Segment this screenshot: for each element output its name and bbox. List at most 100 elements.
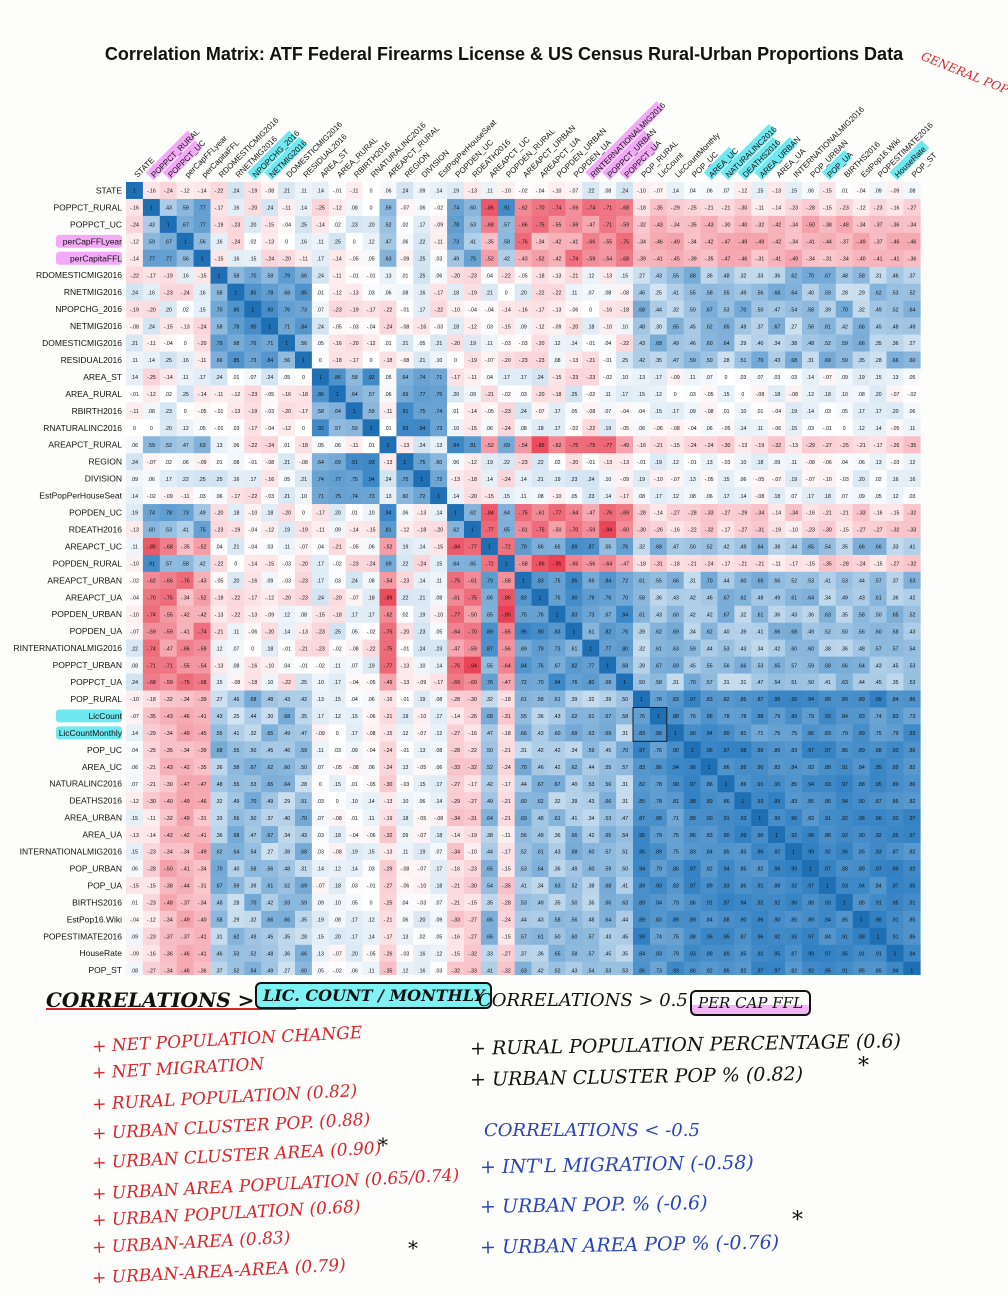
cell-value-label: .90 (756, 765, 763, 771)
cell-value-label: -.05 (367, 951, 376, 957)
cell-value-label: .35 (553, 901, 560, 907)
cell-value-label: -.17 (468, 782, 477, 788)
cell-value-label: .14 (486, 477, 493, 483)
cell-value-label: -.27 (907, 206, 916, 212)
cell-value-label: .50 (705, 358, 712, 364)
cell-value-label: .05 (317, 968, 324, 974)
cell-value-label: .83 (790, 799, 797, 805)
cell-value-label: 1 (218, 273, 221, 279)
heatmap-cell (497, 182, 515, 200)
heatmap-cell (379, 198, 397, 217)
cell-value-label: -.54 (519, 443, 528, 449)
cell-value-label: .43 (672, 595, 679, 601)
heatmap-cell (818, 215, 837, 234)
heatmap-cell (649, 232, 668, 251)
cell-value-label: -.03 (840, 477, 849, 483)
cell-value-label: -.14 (451, 714, 460, 720)
cell-value-label: .05 (283, 477, 290, 483)
cell-value-label: .65 (503, 528, 510, 534)
cell-value-label: -.03 (502, 341, 511, 347)
row-header-label: RDOMESTICMIG2016 (36, 270, 122, 280)
cell-value-label: -.32 (705, 528, 714, 534)
cell-value-label: .58 (858, 273, 865, 279)
cell-value-label: -.68 (485, 223, 494, 229)
cell-value-label: -.14 (772, 206, 781, 212)
cell-value-label: -.56 (586, 562, 595, 568)
cell-value-label: .02 (401, 223, 408, 229)
cell-value-label: -.18 (502, 697, 511, 703)
cell-value-label: .69 (503, 443, 510, 449)
cell-value-label: -.43 (519, 256, 528, 262)
cell-value-label: .86 (722, 799, 729, 805)
cell-value-label: .05 (874, 494, 881, 500)
cell-value-label: .24 (418, 646, 425, 652)
cell-value-label: .97 (756, 968, 763, 974)
cell-value-label: -.28 (806, 206, 815, 212)
cell-value-label: .56 (570, 918, 577, 924)
cell-value-label: -.50 (164, 867, 173, 873)
cell-value-label: -.03 (282, 562, 291, 568)
cell-value-label: .49 (266, 968, 273, 974)
cell-value-label: -.11 (333, 273, 342, 279)
heatmap-cell (311, 249, 330, 268)
heatmap-cell (430, 215, 448, 234)
cell-value-label: .05 (317, 443, 324, 449)
cell-value-label: -.20 (282, 256, 291, 262)
cell-value-label: .92 (773, 850, 780, 856)
cell-value-label: .85 (232, 358, 239, 364)
cell-value-label: -.41 (181, 629, 190, 635)
cell-value-label: .07 (604, 409, 611, 415)
cell-value-label: .97 (689, 884, 696, 890)
cell-value-label: .68 (790, 629, 797, 635)
cell-value-label: -.35 (383, 968, 392, 974)
heatmap-cell (430, 232, 448, 251)
cell-value-label: 0 (184, 341, 187, 347)
cell-value-label: .45 (874, 680, 881, 686)
cell-value-label: .31 (722, 680, 729, 686)
cell-value-label: -.15 (874, 562, 883, 568)
cell-value-label: .89 (739, 765, 746, 771)
annotation-note-item: + NET MIGRATION (91, 1054, 265, 1084)
cell-value-label: .41 (908, 545, 915, 551)
cell-value-label: .83 (689, 850, 696, 856)
cell-value-label: .35 (841, 545, 848, 551)
cell-value-label: -.15 (164, 324, 173, 330)
cell-value-label: .04 (215, 545, 222, 551)
row-header-label: RINTERNATIONALMIG2016 (14, 643, 123, 653)
cell-value-label: .27 (266, 850, 273, 856)
cell-value-label: .04 (401, 901, 408, 907)
cell-value-label: .01 (841, 189, 848, 195)
heatmap-cell (278, 198, 296, 217)
cell-value-label: -.13 (400, 663, 409, 669)
cell-value-label: -.03 (434, 324, 443, 330)
cell-value-label: 0 (370, 901, 373, 907)
cell-value-label: -.42 (772, 223, 781, 229)
cell-value-label: .61 (587, 629, 594, 635)
cell-value-label: .67 (655, 663, 662, 669)
cell-value-label: .14 (672, 189, 679, 195)
cell-value-label: .58 (536, 697, 543, 703)
cell-value-label: .07 (317, 307, 324, 313)
cell-value-label: .08 (604, 189, 611, 195)
cell-value-label: 1 (657, 714, 660, 720)
cell-value-label: .93 (401, 426, 408, 432)
cell-value-label: 0 (370, 189, 373, 195)
heatmap-cell (683, 215, 701, 234)
cell-value-label: .83 (705, 697, 712, 703)
cell-value-label: .62 (739, 595, 746, 601)
heatmap-cell (261, 215, 279, 234)
cell-value-label: -.12 (282, 426, 291, 432)
cell-value-label: -.10 (552, 189, 561, 195)
cell-value-label: .09 (131, 934, 138, 940)
annotation-note-item: + INT'L MIGRATION (-0.58) (479, 1151, 754, 1179)
cell-value-label: .81 (384, 528, 391, 534)
cell-value-label: -.22 (214, 562, 223, 568)
cell-value-label: .97 (773, 968, 780, 974)
cell-value-label: .09 (469, 392, 476, 398)
cell-value-label: .85 (722, 850, 729, 856)
heatmap-cell (447, 198, 465, 217)
cell-value-label: -.49 (755, 240, 764, 246)
cell-value-label: -.34 (840, 256, 849, 262)
cell-value-label: -.18 (502, 731, 511, 737)
cell-value-label: .89 (858, 867, 865, 873)
